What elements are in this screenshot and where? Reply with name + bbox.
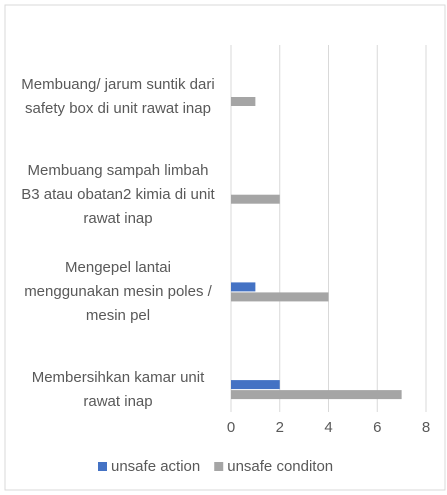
bar — [231, 282, 256, 292]
x-tick-label: 0 — [227, 419, 235, 436]
legend-swatch — [98, 462, 107, 471]
bar — [231, 97, 256, 106]
category-label: Membersihkan kamar unit rawat inap — [31, 369, 205, 411]
x-tick-label: 6 — [373, 419, 381, 436]
bar — [231, 390, 402, 400]
category-label: Membuang sampah limbah B3 atau obatan2 k… — [21, 161, 215, 227]
x-tick-label: 4 — [324, 419, 332, 436]
x-tick-label: 2 — [276, 419, 284, 436]
category-label: Mengepel lantai menggunakan mesin poles … — [24, 259, 212, 325]
bar — [231, 380, 280, 390]
bar — [231, 292, 329, 302]
bar — [231, 194, 280, 204]
chart-frame — [4, 4, 446, 491]
legend-swatch — [214, 462, 224, 471]
category-label: Membuang/ jarum suntik dari safety box d… — [21, 76, 215, 117]
legend-label: unsafe action — [111, 458, 200, 475]
x-tick-label: 8 — [422, 419, 430, 436]
legend-label: unsafe conditon — [227, 458, 333, 475]
